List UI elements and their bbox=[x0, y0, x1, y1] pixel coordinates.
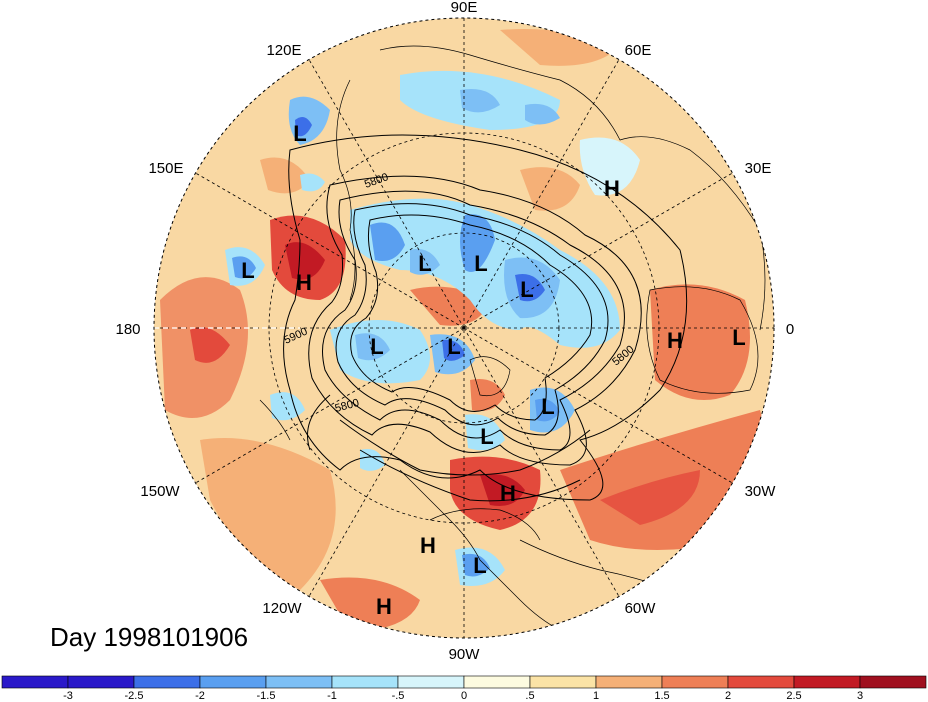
lon-label-120w: 120W bbox=[262, 600, 302, 617]
lon-label-60e: 60E bbox=[625, 42, 652, 59]
colorbar-swatch bbox=[529, 675, 597, 689]
colorbar-tick-label: 2.5 bbox=[786, 690, 801, 702]
colorbar-swatch bbox=[397, 675, 465, 689]
colorbar-tick-label: 2 bbox=[725, 690, 731, 702]
graticule bbox=[154, 18, 774, 638]
colorbar-tick-label: -2.5 bbox=[125, 690, 144, 702]
colorbar-swatch bbox=[463, 675, 531, 689]
lon-label-150w: 150W bbox=[140, 483, 180, 500]
colorbar-tick-label: -1 bbox=[327, 690, 337, 702]
high-center: H bbox=[420, 533, 436, 558]
lon-label-180: 180 bbox=[115, 321, 140, 338]
geopotential-contours bbox=[283, 134, 688, 502]
colorbar-tick-label: -.5 bbox=[392, 690, 405, 702]
high-center: H bbox=[296, 270, 312, 295]
high-center: H bbox=[667, 328, 683, 353]
low-center: L bbox=[418, 251, 431, 276]
map-boundary bbox=[153, 17, 775, 639]
colorbar-swatch bbox=[661, 675, 729, 689]
pressure-centers: L H L L L L H L L H L L L H H L H bbox=[241, 121, 745, 619]
day-title: Day 1998101906 bbox=[50, 622, 248, 652]
high-center: H bbox=[500, 481, 516, 506]
lon-label-90e: 90E bbox=[451, 0, 478, 16]
lon-label-30e: 30E bbox=[745, 160, 772, 177]
colorbar-tick-label: 0 bbox=[461, 690, 467, 702]
high-center: H bbox=[376, 594, 392, 619]
colorbar-swatch bbox=[133, 675, 201, 689]
colorbar-swatch bbox=[331, 675, 399, 689]
low-center: L bbox=[447, 334, 460, 359]
colorbar-swatch bbox=[1, 675, 69, 689]
colorbar-tick-label: 1 bbox=[593, 690, 599, 702]
colorbar-tick-label: 1.5 bbox=[654, 690, 669, 702]
colorbar-swatch bbox=[595, 675, 663, 689]
low-center: L bbox=[474, 251, 487, 276]
low-center: L bbox=[541, 394, 554, 419]
longitude-labels: 90E 60E 30E 0 30W 60W 90W 120W 150W 180 … bbox=[115, 0, 794, 663]
colorbar-tick-label: -2 bbox=[195, 690, 205, 702]
colorbar-tick-label: 3 bbox=[857, 690, 863, 702]
colorbar: -3 -2.5 -2 -1.5 -1 -.5 0 .5 1 1.5 2 2.5 3 bbox=[1, 675, 927, 702]
high-center: H bbox=[604, 176, 620, 201]
colorbar-swatch bbox=[859, 675, 927, 689]
colorbar-swatch bbox=[793, 675, 861, 689]
colorbar-swatch bbox=[265, 675, 333, 689]
colorbar-tick-label: .5 bbox=[525, 690, 534, 702]
lon-label-120e: 120E bbox=[266, 42, 301, 59]
lon-label-0: 0 bbox=[786, 321, 794, 338]
low-center: L bbox=[293, 121, 306, 146]
low-center: L bbox=[732, 325, 745, 350]
low-center: L bbox=[241, 258, 254, 283]
colorbar-swatch bbox=[727, 675, 795, 689]
low-center: L bbox=[480, 424, 493, 449]
low-center: L bbox=[520, 277, 533, 302]
lon-label-90w: 90W bbox=[449, 646, 481, 663]
colorbar-tick-label: -3 bbox=[63, 690, 73, 702]
lon-label-60w: 60W bbox=[625, 600, 657, 617]
colorbar-swatch bbox=[67, 675, 135, 689]
low-center: L bbox=[370, 334, 383, 359]
lon-label-30w: 30W bbox=[745, 483, 777, 500]
colorbar-swatch bbox=[199, 675, 267, 689]
low-center: L bbox=[473, 553, 486, 578]
colorbar-tick-label: -1.5 bbox=[257, 690, 276, 702]
lon-label-150e: 150E bbox=[148, 160, 183, 177]
